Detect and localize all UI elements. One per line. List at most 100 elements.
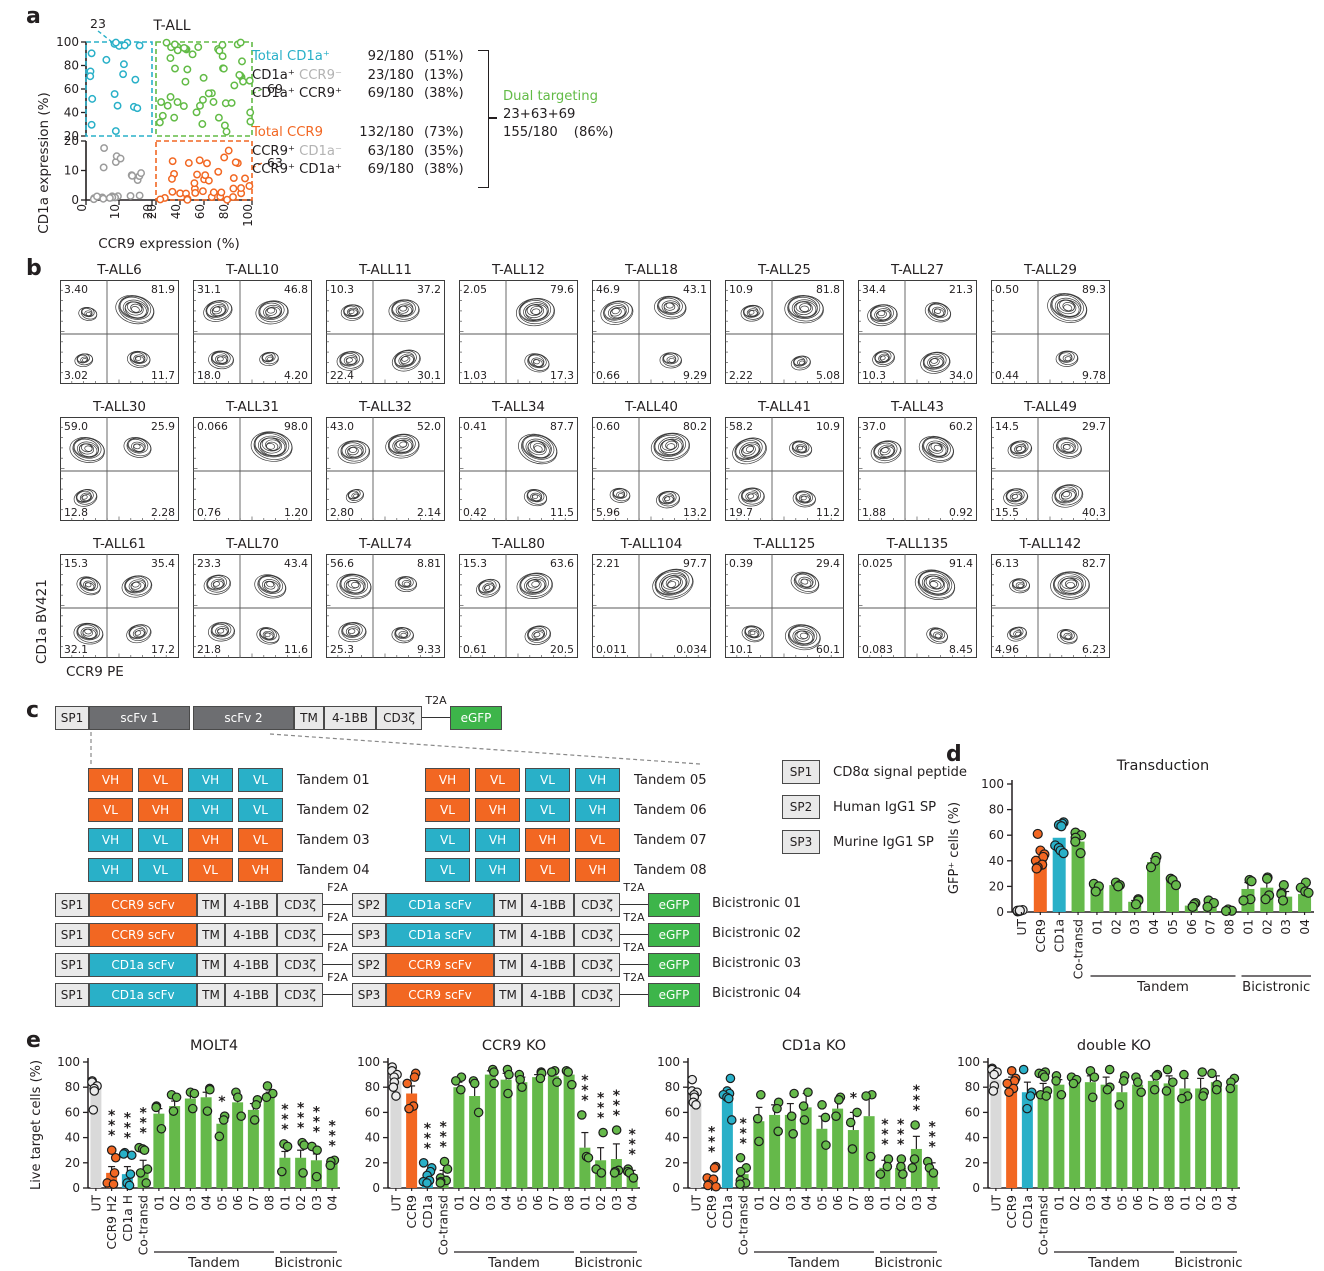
significance-star: * — [297, 1111, 305, 1127]
significance-star: * — [139, 1116, 147, 1132]
data-dot — [928, 1168, 939, 1178]
chart-x-tick-label: UT — [989, 1195, 1003, 1212]
contour-ring — [261, 352, 276, 363]
contour-blob — [732, 437, 767, 465]
quad-ll-pct: 4.96 — [995, 643, 1019, 656]
data-dot — [168, 1106, 179, 1116]
stats-row-count: 23/180 — [367, 67, 414, 83]
contour-ring — [76, 489, 97, 505]
chart-x-tick-label: 01 — [1241, 919, 1255, 935]
contour-blob — [918, 435, 954, 463]
contour-ring — [347, 489, 361, 500]
contour-ring — [349, 447, 358, 453]
quad-ur-pct: 80.2 — [683, 420, 707, 433]
contour-ring — [748, 310, 755, 315]
contour-ring — [600, 300, 634, 325]
flow-plot-title: T-ALL61 — [92, 536, 147, 552]
contour-ring — [1010, 440, 1029, 455]
data-dot — [831, 1111, 841, 1121]
contour-ring — [118, 295, 152, 320]
flow-plot: 0.50 89.3 0.44 9.78 — [991, 280, 1110, 384]
significance-star: * — [913, 1103, 921, 1119]
data-point — [99, 194, 108, 203]
x-tick-label: 60 — [193, 204, 207, 219]
contour-ring — [666, 356, 677, 364]
chart-y-tick-label: 20 — [965, 1156, 980, 1170]
flow-plot: 58.2 10.9 19.7 11.2 — [725, 417, 844, 521]
contour-ring — [794, 572, 817, 590]
chart-y-tick-label: 80 — [965, 1080, 980, 1094]
contour-ring — [518, 433, 558, 465]
contour-ring — [527, 626, 548, 641]
data-dot — [435, 1178, 446, 1188]
data-dot — [1056, 1089, 1067, 1100]
contour-blob — [338, 622, 367, 643]
quad-lr-pct: 5.08 — [816, 369, 840, 382]
data-dot — [847, 1144, 858, 1154]
contour-ring — [134, 630, 142, 636]
data-dot — [875, 1169, 886, 1179]
contour-ring — [133, 443, 141, 450]
quad-ur-pct: 29.7 — [1082, 420, 1106, 433]
data-dot — [709, 1163, 720, 1173]
quad-ur-pct: 63.6 — [550, 557, 574, 570]
data-dot — [1004, 1087, 1014, 1098]
contour-blob — [920, 351, 951, 374]
data-dot — [1090, 886, 1101, 897]
contour-ring — [265, 307, 277, 316]
stats-label-part: CCR9⁻ — [299, 67, 342, 83]
contour-ring — [123, 437, 152, 458]
contour-ring — [347, 446, 359, 456]
contour-ring — [265, 355, 274, 362]
chart-x-tick-label: CCR9 — [1034, 919, 1048, 953]
contour-ring — [388, 299, 420, 322]
significance-star: * — [297, 1121, 305, 1137]
group-label: Tandem — [1087, 1256, 1140, 1271]
data-point — [241, 174, 249, 183]
contour-ring — [216, 356, 224, 362]
contour-ring — [1054, 484, 1083, 506]
data-dot — [171, 1092, 182, 1103]
data-dot — [1149, 1084, 1160, 1095]
contour-ring — [800, 305, 810, 313]
t2a-wire — [620, 904, 648, 905]
quad-ur-pct: 10.9 — [816, 420, 840, 433]
data-point — [167, 174, 176, 183]
contour-ring — [207, 622, 236, 642]
contour-ring — [403, 581, 411, 587]
contour-ring — [878, 353, 890, 363]
quad-ul-pct: 43.0 — [330, 420, 354, 433]
data-dot — [1102, 1084, 1113, 1095]
data-point — [113, 101, 122, 110]
quad-ur-pct: 82.7 — [1082, 557, 1106, 570]
data-dot — [450, 1076, 461, 1086]
data-point — [155, 118, 164, 127]
flow-plot: 37.0 60.2 1.88 0.92 — [858, 417, 977, 521]
chart-x-tick-label: 04 — [1298, 919, 1312, 935]
contour-ring — [877, 310, 886, 317]
data-dot — [861, 1091, 871, 1101]
contour-ring — [398, 631, 409, 639]
contour-ring — [928, 302, 949, 319]
bici-costim-box: 4-1BB — [225, 923, 277, 947]
contour-ring — [741, 488, 762, 503]
sp2-tag: SP2 — [782, 795, 820, 819]
group-label: Bicistronic — [874, 1256, 942, 1271]
bar — [1053, 1084, 1065, 1188]
tandem-row-label: Tandem 08 — [634, 862, 707, 878]
flow-plot-title: T-ALL135 — [886, 536, 949, 552]
data-point — [102, 55, 111, 64]
significance-star: * — [897, 1127, 905, 1143]
group-label: Bicistronic — [574, 1256, 642, 1271]
data-dot — [910, 1120, 920, 1130]
significance-star: * — [424, 1121, 432, 1137]
quad-ur-pct: 89.3 — [1082, 283, 1106, 296]
bar — [1037, 1090, 1049, 1188]
contour-ring — [1014, 444, 1027, 454]
bici-costim2-box: 4-1BB — [522, 893, 574, 917]
contour-blob — [600, 300, 634, 325]
contour-blob — [738, 487, 765, 507]
bar — [390, 1080, 402, 1188]
data-dot — [1207, 1068, 1217, 1079]
flow-plot-title: T-ALL125 — [753, 536, 816, 552]
